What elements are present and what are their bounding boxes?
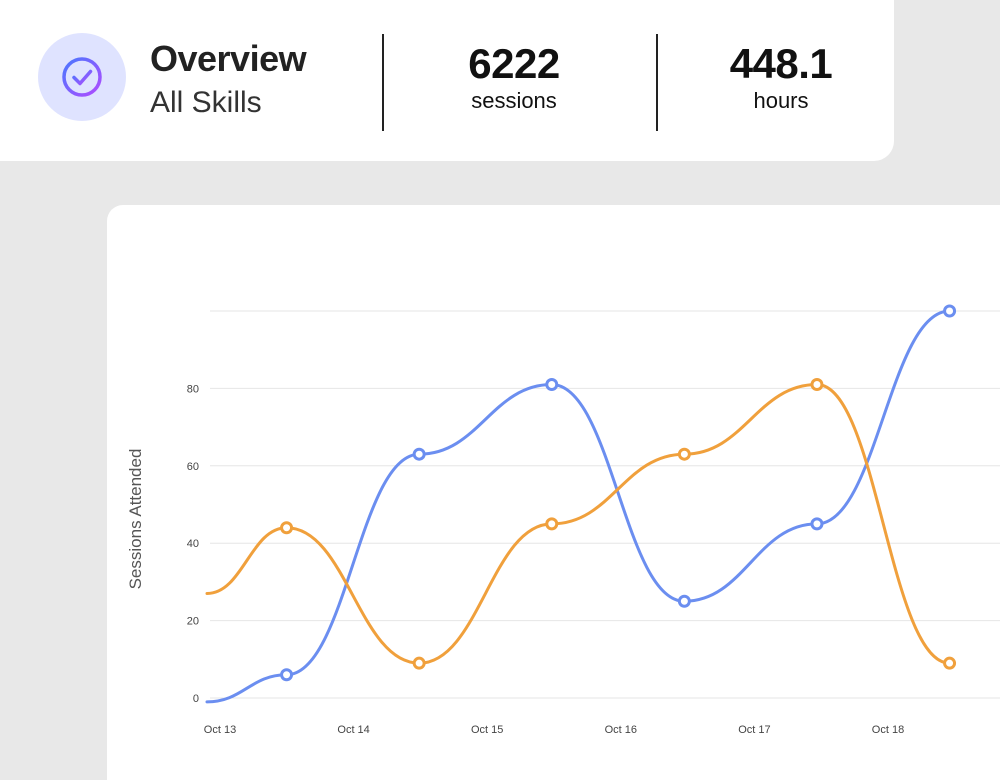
data-point[interactable] [943, 656, 957, 670]
sessions-value: 6222 [468, 40, 560, 87]
x-tick-label: Oct 16 [605, 724, 637, 736]
data-point[interactable] [810, 378, 824, 392]
overview-badge [38, 33, 126, 121]
hours-stat: 448.1 hours [681, 40, 881, 114]
sessions-label: sessions [471, 88, 557, 113]
data-point[interactable] [943, 304, 957, 318]
sessions-stat: 6222 sessions [414, 40, 614, 114]
hours-label: hours [753, 88, 809, 113]
x-tick-label: Oct 17 [738, 724, 770, 736]
y-tick-label: 40 [187, 538, 199, 550]
grid [210, 310, 1000, 699]
data-point[interactable] [677, 447, 691, 461]
page-title: Overview [150, 38, 307, 79]
y-tick-label: 80 [187, 383, 199, 395]
data-point[interactable] [412, 656, 426, 670]
chart-card: 0 20 40 60 80 Oct 13 Oct 14 Oct 15 Oct 16 Oct 17… [107, 205, 1000, 780]
data-point[interactable] [810, 517, 824, 531]
data-point[interactable] [280, 668, 294, 682]
x-tick-label: Oct 14 [337, 724, 369, 736]
data-point[interactable] [545, 517, 559, 531]
x-axis-ticks: Oct 13 Oct 14 Oct 15 Oct 16 Oct 17 Oct 18 [204, 724, 904, 736]
page-subtitle: All Skills [150, 86, 262, 119]
series-line [205, 309, 952, 704]
series-line [205, 383, 952, 665]
x-tick-label: Oct 13 [204, 724, 236, 736]
divider [656, 34, 658, 131]
data-point[interactable] [545, 378, 559, 392]
hours-value: 448.1 [729, 40, 833, 87]
y-tick-label: 0 [193, 693, 199, 705]
check-circle-icon [62, 57, 102, 97]
sessions-line-chart: 0 20 40 60 80 Oct 13 Oct 14 Oct 15 Oct 16 Oct 17… [126, 304, 1000, 736]
x-tick-label: Oct 15 [471, 724, 503, 736]
data-point[interactable] [412, 447, 426, 461]
y-tick-label: 60 [187, 461, 199, 473]
x-tick-label: Oct 18 [872, 724, 904, 736]
series [205, 304, 957, 704]
y-axis-ticks: 0 20 40 60 80 [187, 383, 199, 705]
data-point[interactable] [677, 594, 691, 608]
overview-card: Overview All Skills 6222 sessions 448.1 … [0, 0, 894, 161]
y-tick-label: 20 [187, 616, 199, 628]
data-point[interactable] [280, 521, 294, 535]
y-axis-label: Sessions Attended [126, 449, 145, 590]
divider [382, 34, 384, 131]
